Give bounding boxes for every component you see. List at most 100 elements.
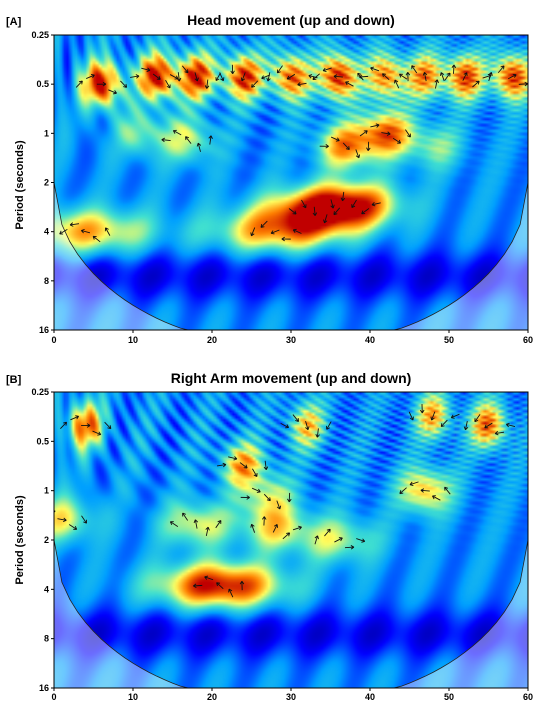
phase-arrow <box>497 65 505 74</box>
phase-arrow <box>422 71 428 82</box>
phase-arrow <box>194 72 199 82</box>
phase-arrow <box>444 72 451 81</box>
phase-arrow <box>86 74 95 79</box>
phase-arrow <box>208 135 213 145</box>
phase-arrow <box>370 123 380 128</box>
phase-arrow <box>392 137 402 144</box>
phase-arrow <box>263 460 269 471</box>
x-tick-label: 20 <box>207 335 217 345</box>
x-tick-label: 40 <box>365 692 375 702</box>
phase-arrow <box>104 227 111 236</box>
phase-arrow <box>240 72 246 82</box>
y-tick-label: 0.25 <box>31 387 49 397</box>
phase-arrow <box>444 486 451 495</box>
phase-arrow <box>185 136 192 144</box>
x-tick-label: 50 <box>444 335 454 345</box>
phase-arrow <box>411 65 418 74</box>
phase-arrow <box>419 404 425 414</box>
phase-arrow <box>351 199 357 209</box>
phase-arrow <box>240 495 250 500</box>
coi-shading <box>54 392 528 688</box>
y-tick-label: 1 <box>44 128 49 138</box>
phase-arrow <box>276 500 282 510</box>
phase-arrow <box>172 129 182 136</box>
x-tick-label: 50 <box>444 692 454 702</box>
panel-a-title: Head movement (up and down) <box>187 12 395 28</box>
phase-arrow <box>315 428 320 438</box>
x-tick-label: 10 <box>128 335 138 345</box>
phase-arrow <box>439 72 445 82</box>
phase-arrow <box>463 420 469 431</box>
phase-arrow <box>239 462 248 469</box>
phase-arrow <box>251 80 259 88</box>
panel-a-label: [A] <box>6 16 22 28</box>
x-tick-label: 0 <box>51 335 56 345</box>
phase-arrow <box>260 220 268 228</box>
phase-arrow <box>287 492 292 503</box>
y-tick-label: 0.25 <box>31 30 49 40</box>
phase-arrow <box>405 129 411 138</box>
phase-arrow <box>250 227 256 237</box>
phase-arrow <box>69 222 80 227</box>
phase-arrow <box>60 421 68 430</box>
panel-a-plot: 0 10 20 30 40 50 60 0.25 0.5 1 2 4 8 16 <box>31 30 535 345</box>
phase-arrow <box>68 524 78 530</box>
phase-arrow <box>314 535 319 545</box>
phase-arrow <box>216 582 224 590</box>
phase-arrow <box>358 74 369 80</box>
panel-b-title: Right Arm movement (up and down) <box>171 370 412 386</box>
phase-arrow <box>152 73 161 80</box>
phase-arrow <box>394 79 400 89</box>
phase-arrow <box>281 236 291 242</box>
phase-arrow <box>333 74 343 79</box>
phase-arrow <box>505 422 516 428</box>
phase-arrow <box>355 149 361 159</box>
x-tick-label: 20 <box>207 692 217 702</box>
phase-arrow <box>324 528 331 537</box>
phase-arrows <box>59 64 535 243</box>
phase-arrow <box>518 81 528 87</box>
y-tick-label: 1 <box>44 486 49 496</box>
phase-arrow <box>330 136 340 142</box>
phase-arrow <box>81 423 91 428</box>
phase-arrow <box>366 141 371 152</box>
phase-arrow <box>92 430 102 436</box>
phase-arrow <box>292 228 302 234</box>
phase-arrow <box>120 80 128 88</box>
phase-arrow <box>344 545 355 550</box>
phase-arrow <box>312 206 318 217</box>
phase-arrow <box>507 73 517 80</box>
phase-arrow <box>409 481 419 486</box>
y-tick-label: 8 <box>44 276 49 286</box>
phase-arrow <box>270 229 280 235</box>
phase-arrow <box>323 214 328 224</box>
phase-arrow <box>250 523 256 533</box>
phase-arrow <box>169 521 179 527</box>
phase-arrow <box>530 75 535 79</box>
phase-arrow <box>319 144 329 149</box>
phase-arrow <box>450 413 460 419</box>
phase-arrow <box>326 421 332 430</box>
phase-arrow <box>305 421 310 431</box>
phase-arrow <box>381 131 391 136</box>
x-tick-label: 30 <box>286 335 296 345</box>
phase-arrow <box>204 575 214 581</box>
phase-arrow <box>96 81 107 87</box>
phase-arrow <box>361 208 370 215</box>
phase-arrow <box>472 80 480 88</box>
phase-arrow <box>282 532 291 540</box>
phase-arrow <box>182 512 189 521</box>
phase-arrow <box>280 422 290 429</box>
phase-arrow <box>261 74 271 80</box>
phase-arrow <box>322 67 332 73</box>
phase-arrow <box>440 419 448 428</box>
phase-arrow <box>228 588 234 598</box>
phase-arrow <box>382 73 390 81</box>
phase-arrow <box>57 517 67 523</box>
phase-arrow <box>434 79 439 89</box>
phase-arrow <box>405 71 411 82</box>
phase-arrow <box>342 142 350 150</box>
phase-arrow <box>80 229 91 234</box>
coi-shading <box>54 35 528 330</box>
